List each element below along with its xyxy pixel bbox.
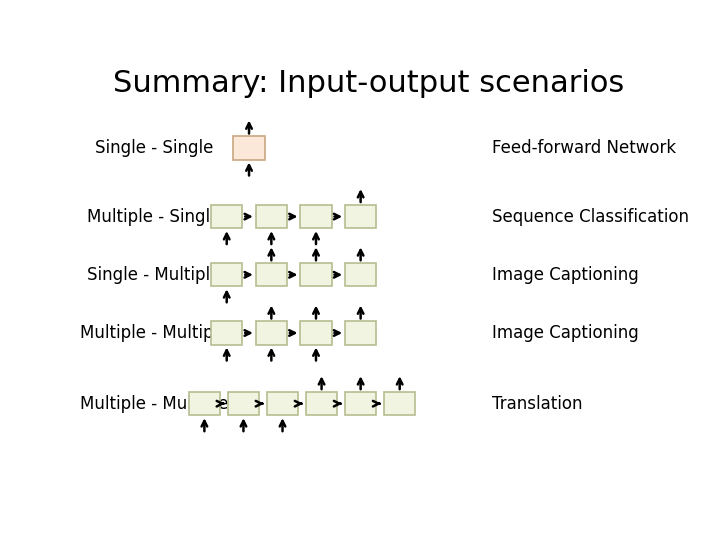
FancyBboxPatch shape [211,321,243,345]
FancyBboxPatch shape [256,263,287,286]
FancyBboxPatch shape [256,321,287,345]
Text: Multiple - Multiple: Multiple - Multiple [80,395,228,413]
FancyBboxPatch shape [384,392,415,415]
Text: Summary: Input-output scenarios: Summary: Input-output scenarios [113,69,625,98]
FancyBboxPatch shape [306,392,337,415]
FancyBboxPatch shape [345,205,377,228]
Text: Sequence Classification: Sequence Classification [492,207,689,226]
FancyBboxPatch shape [300,263,332,286]
Text: Multiple - Single: Multiple - Single [88,207,221,226]
FancyBboxPatch shape [189,392,220,415]
FancyBboxPatch shape [211,205,243,228]
FancyBboxPatch shape [345,263,377,286]
FancyBboxPatch shape [345,392,377,415]
FancyBboxPatch shape [300,321,332,345]
Text: Single - Single: Single - Single [95,139,213,157]
FancyBboxPatch shape [211,263,243,286]
FancyBboxPatch shape [228,392,259,415]
Text: Translation: Translation [492,395,582,413]
FancyBboxPatch shape [233,136,265,160]
FancyBboxPatch shape [345,321,377,345]
Text: Multiple - Multiple: Multiple - Multiple [80,324,228,342]
Text: Image Captioning: Image Captioning [492,324,639,342]
FancyBboxPatch shape [300,205,332,228]
Text: Image Captioning: Image Captioning [492,266,639,284]
Text: Feed-forward Network: Feed-forward Network [492,139,676,157]
Text: Single - Multiple: Single - Multiple [88,266,221,284]
FancyBboxPatch shape [267,392,298,415]
FancyBboxPatch shape [256,205,287,228]
